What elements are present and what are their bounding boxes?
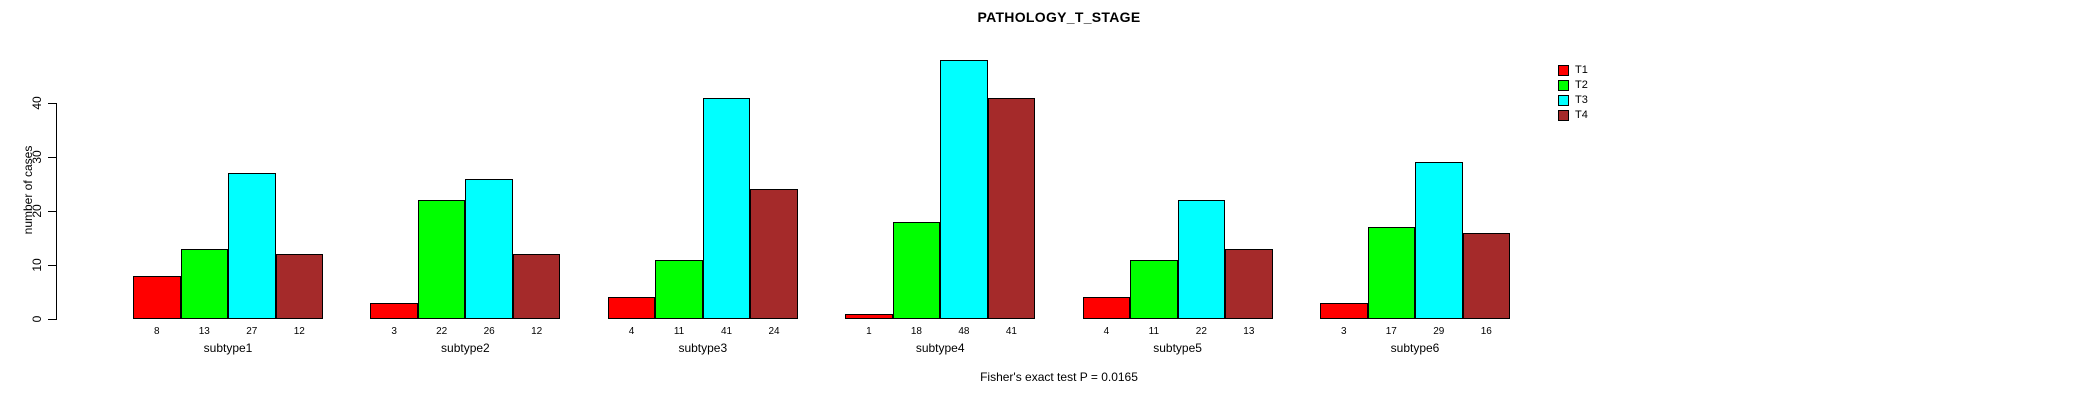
bar-t2-subtype4 — [892, 222, 941, 319]
bar-t1-subtype1 — [133, 276, 181, 319]
bar-t1-subtype5 — [1082, 297, 1131, 319]
legend-row-t2: T2 — [1558, 79, 1588, 91]
bar-value-label: 13 — [1243, 326, 1255, 337]
bar-t2-subtype2 — [417, 200, 466, 319]
bar-value-label: 13 — [198, 326, 210, 337]
bar-t4-subtype5 — [1225, 249, 1273, 319]
bar-value-label: 3 — [1340, 326, 1347, 337]
legend-row-t3: T3 — [1558, 94, 1588, 106]
y-tick-mark — [48, 265, 56, 266]
legend-row-t1: T1 — [1558, 64, 1588, 76]
bar-value-label: 4 — [1103, 326, 1110, 337]
bar-value-label: 24 — [768, 326, 780, 337]
bar-t3-subtype1 — [228, 173, 276, 319]
legend-label-t2: T2 — [1575, 78, 1588, 91]
bar-t3-subtype5 — [1177, 200, 1226, 319]
bar-value-label: 27 — [246, 326, 258, 337]
legend-swatch-t4 — [1558, 109, 1569, 121]
bar-value-label: 11 — [673, 326, 685, 337]
bar-t4-subtype1 — [275, 254, 323, 319]
category-label: subtype4 — [915, 341, 965, 355]
bar-t3-subtype6 — [1415, 162, 1463, 319]
y-tick-label: 0 — [30, 315, 44, 323]
bar-t2-subtype1 — [180, 249, 228, 319]
y-tick-mark — [48, 157, 56, 158]
legend-label-t4: T4 — [1575, 108, 1588, 121]
legend: T1 T2 T3 T4 — [1558, 64, 1588, 121]
y-tick-mark — [48, 211, 56, 212]
category-label: subtype5 — [1153, 341, 1202, 355]
bar-value-label: 11 — [1148, 326, 1160, 337]
chart-title: PATHOLOGY_T_STAGE — [977, 9, 1141, 25]
bar-t1-subtype4 — [845, 314, 893, 319]
legend-swatch-t1 — [1558, 64, 1569, 76]
bar-value-label: 12 — [293, 326, 305, 337]
legend-row-t4: T4 — [1558, 109, 1588, 121]
bar-value-label: 8 — [153, 326, 160, 337]
bar-value-label: 22 — [1195, 326, 1207, 337]
bar-t1-subtype2 — [370, 303, 418, 319]
legend-label-t1: T1 — [1575, 63, 1588, 76]
y-tick-mark — [48, 319, 56, 320]
bar-t4-subtype6 — [1462, 233, 1510, 319]
bar-t3-subtype3 — [702, 98, 751, 319]
y-tick-label: 40 — [30, 96, 44, 110]
bar-value-label: 48 — [958, 326, 970, 337]
y-tick-label: 30 — [30, 150, 44, 164]
bar-t2-subtype5 — [1130, 260, 1178, 319]
bar-t4-subtype2 — [512, 254, 561, 319]
fisher-test-annotation: Fisher's exact test P = 0.0165 — [980, 370, 1138, 384]
bar-t4-subtype4 — [987, 98, 1036, 319]
y-tick-label: 20 — [30, 204, 44, 218]
bar-value-label: 3 — [391, 326, 397, 337]
bar-value-label: 17 — [1385, 326, 1397, 337]
bar-value-label: 41 — [720, 326, 733, 337]
legend-label-t3: T3 — [1575, 93, 1588, 106]
bar-t1-subtype3 — [607, 297, 656, 319]
bar-value-label: 4 — [628, 326, 635, 337]
legend-swatch-t2 — [1558, 79, 1569, 91]
bar-value-label: 26 — [483, 326, 495, 337]
bar-t2-subtype6 — [1367, 227, 1415, 319]
bar-t1-subtype6 — [1320, 303, 1368, 319]
bar-t2-subtype3 — [655, 260, 703, 319]
y-axis-line — [56, 103, 57, 320]
bar-value-label: 18 — [910, 326, 922, 337]
bar-t3-subtype4 — [940, 60, 988, 319]
bar-value-label: 1 — [866, 326, 872, 337]
y-tick-mark — [48, 103, 56, 104]
bar-value-label: 22 — [436, 326, 448, 337]
y-tick-label: 10 — [30, 258, 44, 272]
bar-t4-subtype3 — [750, 189, 798, 319]
bar-value-label: 41 — [1005, 326, 1017, 337]
bar-value-label: 29 — [1433, 326, 1445, 337]
legend-swatch-t3 — [1558, 94, 1569, 106]
category-label: subtype2 — [441, 341, 490, 355]
category-label: subtype3 — [678, 341, 728, 355]
category-label: subtype1 — [203, 341, 253, 355]
bar-value-label: 16 — [1480, 326, 1492, 337]
bar-t3-subtype2 — [465, 179, 513, 319]
bar-value-label: 12 — [531, 326, 543, 337]
category-label: subtype6 — [1390, 341, 1440, 355]
